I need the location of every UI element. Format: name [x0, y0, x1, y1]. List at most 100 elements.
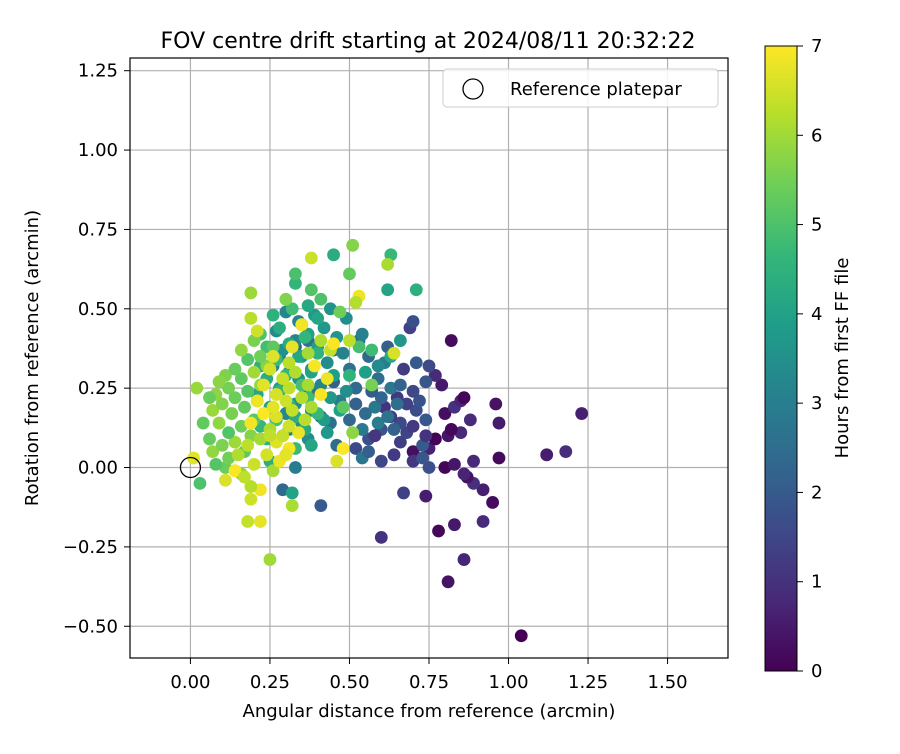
scatter-point	[206, 445, 220, 459]
scatter-point	[362, 445, 375, 459]
y-tick-label: 0.25	[78, 378, 118, 399]
scatter-point	[374, 391, 388, 405]
scatter-point	[419, 413, 433, 427]
scatter-point	[266, 308, 280, 322]
scatter-point	[311, 311, 325, 325]
legend-label-reference: Reference platepar	[510, 79, 682, 100]
scatter-point	[349, 397, 363, 411]
scatter-point	[279, 292, 293, 306]
colorbar-tick-label: 4	[811, 304, 822, 325]
scatter-point	[295, 391, 309, 405]
scatter-point	[422, 461, 436, 474]
scatter-point	[419, 429, 433, 443]
scatter-point	[374, 454, 388, 468]
scatter-point	[295, 318, 309, 332]
legend-box	[442, 68, 719, 108]
scatter-point	[190, 381, 204, 395]
colorbar-ticks: 0 1 2 3 4 5 6 7	[797, 36, 822, 682]
scatter-point	[215, 438, 229, 452]
scatter-point	[463, 413, 477, 427]
scatter-point	[406, 419, 420, 433]
scatter-point	[457, 553, 471, 566]
scatter-point	[393, 334, 407, 347]
scatter-point	[244, 492, 258, 506]
colorbar-tick-label: 3	[811, 393, 822, 414]
scatter-point	[228, 435, 242, 449]
legend-marker-reference	[462, 78, 484, 100]
scatter-point	[209, 457, 223, 471]
scatter-point	[203, 432, 216, 446]
scatter-point	[234, 343, 248, 357]
scatter-point	[320, 426, 334, 440]
scatter-point	[282, 419, 296, 433]
scatter-point	[336, 442, 350, 455]
y-tick-label: −0.50	[63, 616, 118, 637]
scatter-point	[457, 391, 471, 405]
scatter-point	[212, 375, 226, 389]
scatter-point	[333, 305, 347, 319]
scatter-point	[343, 334, 356, 347]
scatter-point	[381, 283, 395, 297]
scatter-point	[289, 276, 302, 290]
scatter-point	[327, 337, 340, 351]
scatter-point	[260, 448, 274, 462]
colorbar	[764, 45, 798, 672]
scatter-point	[387, 423, 401, 436]
y-tick-label: 1.00	[78, 140, 118, 161]
scatter-point	[231, 448, 245, 462]
scatter-point	[444, 423, 458, 436]
y-axis-ticks: −0.50 −0.25 0.00 0.25 0.50 0.75 1.00 1.25	[63, 61, 130, 637]
scatter-point	[273, 321, 286, 335]
colorbar-tick-label: 7	[811, 36, 822, 57]
scatter-point	[301, 346, 315, 360]
scatter-point	[336, 400, 350, 414]
scatter-point	[228, 391, 242, 405]
scatter-point	[285, 403, 299, 417]
data-points	[179, 238, 589, 643]
scatter-point	[269, 388, 283, 401]
scatter-point	[320, 356, 334, 370]
scatter-point	[368, 429, 382, 443]
scatter-point	[298, 413, 312, 427]
scatter-point	[346, 238, 360, 252]
scatter-point	[263, 553, 277, 566]
scatter-point	[222, 381, 236, 395]
scatter-point	[292, 426, 305, 440]
scatter-point	[343, 413, 356, 427]
scatter-point	[387, 346, 401, 360]
scatter-point	[266, 340, 280, 354]
scatter-point	[393, 378, 407, 392]
scatter-point	[492, 416, 506, 430]
scatter-point	[492, 451, 506, 465]
scatter-point	[196, 416, 210, 430]
scatter-point	[282, 381, 296, 395]
scatter-point	[228, 464, 242, 478]
scatter-point	[285, 499, 299, 513]
scatter-point	[238, 470, 251, 484]
scatter-point	[358, 407, 372, 420]
scatter-point	[444, 334, 458, 347]
scatter-point	[371, 359, 385, 373]
colorbar-tick-label: 6	[811, 125, 822, 146]
scatter-point	[206, 403, 220, 417]
scatter-point	[298, 330, 312, 344]
scatter-point	[441, 575, 455, 589]
scatter-point	[241, 515, 255, 528]
scatter-point	[314, 499, 328, 513]
y-tick-label: 0.50	[78, 299, 118, 320]
scatter-point	[279, 394, 293, 408]
scatter-point	[254, 515, 267, 528]
scatter-point	[241, 438, 255, 452]
scatter-point	[266, 464, 280, 478]
scatter-point	[304, 438, 318, 452]
scatter-point	[358, 365, 372, 379]
y-axis-label: Rotation from reference (arcmin)	[22, 210, 43, 506]
x-tick-label: 0.75	[409, 672, 449, 693]
scatter-point	[238, 400, 251, 414]
scatter-point	[400, 397, 414, 411]
scatter-point	[250, 324, 264, 338]
scatter-point	[314, 388, 328, 401]
colorbar-tick-label: 5	[811, 215, 822, 236]
scatter-point	[327, 248, 340, 262]
scatter-point	[409, 283, 423, 297]
